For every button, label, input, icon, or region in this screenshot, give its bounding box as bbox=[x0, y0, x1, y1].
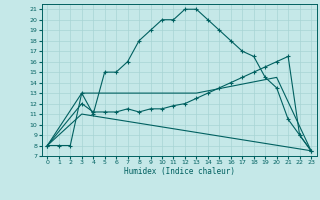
X-axis label: Humidex (Indice chaleur): Humidex (Indice chaleur) bbox=[124, 167, 235, 176]
